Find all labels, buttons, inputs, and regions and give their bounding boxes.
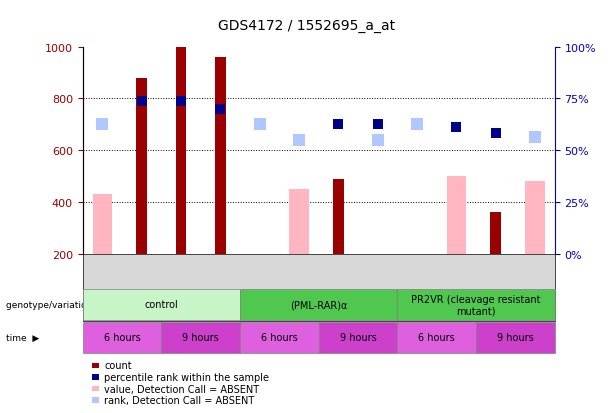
Text: count: count	[104, 361, 132, 370]
Bar	[93, 195, 112, 254]
Bar	[215, 58, 226, 254]
Bar	[176, 47, 186, 254]
Text: control: control	[145, 299, 178, 310]
Text: 9 hours: 9 hours	[497, 332, 534, 343]
Text: time  ▶: time ▶	[6, 333, 39, 342]
Text: 9 hours: 9 hours	[340, 332, 376, 343]
Text: (PML-RAR)α: (PML-RAR)α	[290, 299, 348, 310]
Text: 6 hours: 6 hours	[104, 332, 140, 343]
Bar	[289, 190, 309, 254]
Text: value, Detection Call = ABSENT: value, Detection Call = ABSENT	[104, 384, 259, 394]
Text: 6 hours: 6 hours	[419, 332, 455, 343]
Bar	[490, 213, 501, 254]
Text: percentile rank within the sample: percentile rank within the sample	[104, 372, 269, 382]
Bar	[447, 177, 466, 254]
Text: PR2VR (cleavage resistant
mutant): PR2VR (cleavage resistant mutant)	[411, 294, 541, 316]
Bar	[525, 182, 545, 254]
Text: 9 hours: 9 hours	[183, 332, 219, 343]
Text: GDS4172 / 1552695_a_at: GDS4172 / 1552695_a_at	[218, 19, 395, 33]
Text: genotype/variation  ▶: genotype/variation ▶	[6, 300, 105, 309]
Bar	[333, 179, 344, 254]
Bar	[136, 78, 147, 254]
Text: 6 hours: 6 hours	[261, 332, 298, 343]
Text: rank, Detection Call = ABSENT: rank, Detection Call = ABSENT	[104, 395, 254, 405]
